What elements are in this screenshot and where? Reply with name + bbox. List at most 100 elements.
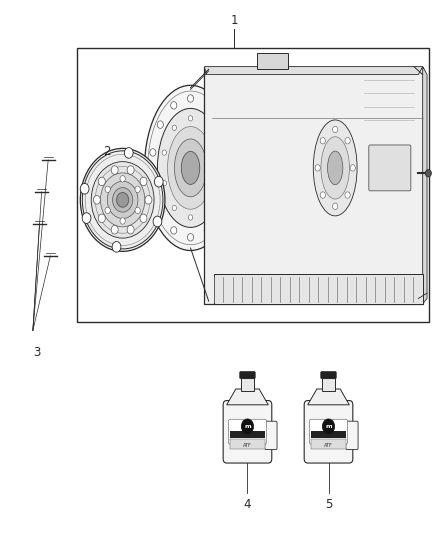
- Ellipse shape: [321, 136, 350, 199]
- Bar: [230, 439, 265, 449]
- Ellipse shape: [174, 139, 207, 197]
- Ellipse shape: [350, 165, 355, 171]
- Ellipse shape: [105, 207, 110, 214]
- Ellipse shape: [150, 149, 156, 156]
- Text: 2: 2: [103, 146, 111, 158]
- Ellipse shape: [80, 183, 89, 194]
- Ellipse shape: [345, 138, 350, 144]
- Ellipse shape: [187, 233, 194, 241]
- Ellipse shape: [313, 120, 357, 216]
- Ellipse shape: [215, 181, 219, 186]
- Ellipse shape: [154, 176, 163, 187]
- Ellipse shape: [145, 196, 152, 204]
- Ellipse shape: [140, 214, 147, 223]
- Ellipse shape: [157, 207, 163, 215]
- Bar: [311, 431, 346, 438]
- Polygon shape: [423, 67, 427, 304]
- Bar: [322, 377, 335, 391]
- Ellipse shape: [111, 166, 118, 174]
- Polygon shape: [307, 389, 350, 405]
- Ellipse shape: [225, 149, 231, 156]
- Ellipse shape: [345, 192, 350, 198]
- Text: 3: 3: [34, 346, 41, 359]
- Text: ATF: ATF: [324, 442, 333, 448]
- Ellipse shape: [204, 102, 210, 109]
- Ellipse shape: [322, 419, 335, 434]
- Ellipse shape: [150, 180, 156, 187]
- Ellipse shape: [205, 205, 209, 211]
- Ellipse shape: [82, 151, 163, 249]
- Ellipse shape: [127, 225, 134, 234]
- Ellipse shape: [91, 161, 154, 238]
- Ellipse shape: [157, 121, 163, 128]
- Ellipse shape: [241, 419, 254, 434]
- Ellipse shape: [107, 181, 138, 219]
- Ellipse shape: [117, 192, 129, 207]
- Ellipse shape: [112, 241, 121, 252]
- Text: ATF: ATF: [243, 442, 252, 448]
- Ellipse shape: [187, 95, 194, 102]
- Ellipse shape: [98, 214, 105, 223]
- Ellipse shape: [171, 227, 177, 234]
- Ellipse shape: [113, 188, 133, 212]
- Ellipse shape: [204, 227, 210, 234]
- Text: 4: 4: [244, 498, 251, 511]
- Ellipse shape: [218, 121, 224, 128]
- Ellipse shape: [328, 151, 343, 184]
- Bar: [311, 439, 346, 449]
- Ellipse shape: [320, 192, 325, 198]
- Ellipse shape: [80, 148, 165, 252]
- Ellipse shape: [425, 169, 431, 177]
- Ellipse shape: [332, 126, 338, 133]
- Ellipse shape: [127, 166, 134, 174]
- Ellipse shape: [225, 180, 231, 187]
- Ellipse shape: [171, 102, 177, 109]
- Ellipse shape: [124, 148, 133, 158]
- Ellipse shape: [205, 125, 209, 131]
- Ellipse shape: [320, 138, 325, 144]
- Ellipse shape: [100, 173, 145, 227]
- Ellipse shape: [135, 186, 140, 192]
- Ellipse shape: [93, 196, 100, 204]
- Bar: [241, 377, 254, 391]
- Ellipse shape: [181, 151, 200, 184]
- Ellipse shape: [167, 126, 214, 209]
- Bar: [230, 431, 265, 438]
- Ellipse shape: [218, 207, 224, 215]
- Ellipse shape: [315, 165, 320, 171]
- Bar: [214, 274, 423, 304]
- Ellipse shape: [172, 205, 177, 211]
- Bar: [77, 48, 429, 322]
- Text: m: m: [244, 424, 251, 429]
- Ellipse shape: [215, 150, 219, 155]
- Ellipse shape: [120, 175, 125, 182]
- Bar: [204, 67, 423, 304]
- FancyBboxPatch shape: [229, 419, 266, 444]
- Text: m: m: [325, 424, 332, 429]
- Ellipse shape: [111, 225, 118, 234]
- FancyBboxPatch shape: [369, 145, 411, 191]
- Text: 5: 5: [325, 498, 332, 511]
- Ellipse shape: [172, 125, 177, 131]
- Ellipse shape: [98, 177, 105, 185]
- Text: 1: 1: [230, 14, 238, 27]
- Ellipse shape: [135, 207, 140, 214]
- Bar: [257, 53, 287, 69]
- Polygon shape: [227, 389, 268, 405]
- FancyBboxPatch shape: [346, 421, 358, 450]
- FancyBboxPatch shape: [304, 401, 353, 463]
- Ellipse shape: [162, 150, 166, 155]
- Ellipse shape: [105, 186, 110, 192]
- Ellipse shape: [82, 213, 91, 223]
- Polygon shape: [204, 67, 423, 75]
- FancyBboxPatch shape: [240, 372, 255, 378]
- Ellipse shape: [145, 85, 237, 251]
- FancyBboxPatch shape: [321, 372, 336, 378]
- Ellipse shape: [332, 203, 338, 209]
- Ellipse shape: [153, 216, 162, 227]
- Ellipse shape: [162, 181, 166, 186]
- Ellipse shape: [188, 116, 193, 121]
- Ellipse shape: [188, 215, 193, 220]
- Ellipse shape: [157, 108, 224, 228]
- FancyBboxPatch shape: [265, 421, 277, 450]
